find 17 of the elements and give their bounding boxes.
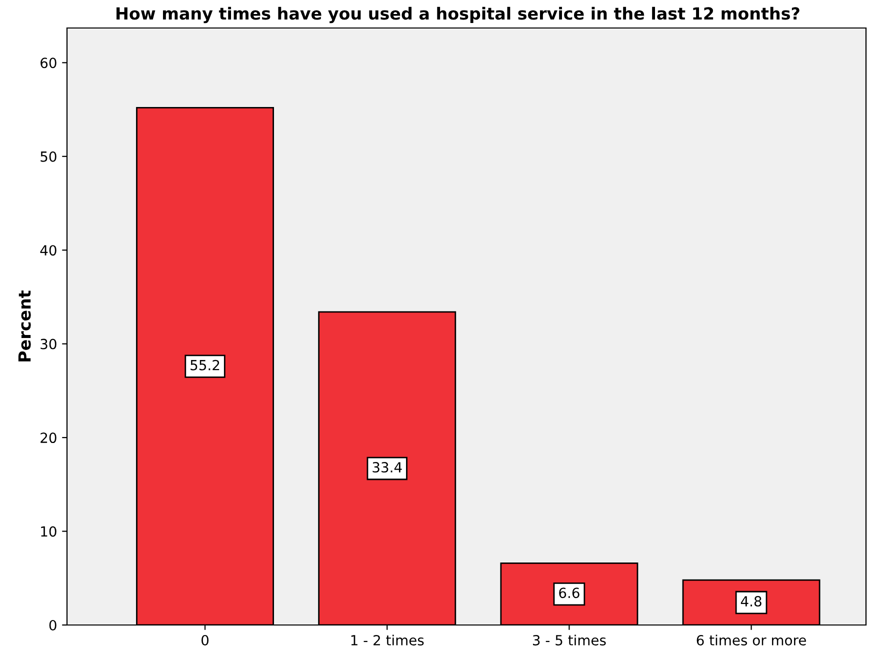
data-label: 4.8 — [740, 596, 762, 607]
y-tick-label: 60 — [40, 58, 56, 68]
y-tick-label: 50 — [40, 151, 56, 162]
y-axis-title: Percent — [18, 290, 31, 362]
data-label: 6.6 — [559, 588, 580, 598]
x-tick-label: 0 — [202, 634, 209, 646]
data-label: 33.4 — [372, 462, 402, 473]
data-label: 55.2 — [190, 360, 220, 370]
x-tick-label: 3 - 5 times — [532, 634, 606, 646]
y-tick-label: 0 — [49, 620, 56, 630]
x-tick-label: 6 times or more — [696, 634, 806, 646]
y-tick-label: 10 — [41, 526, 56, 537]
y-tick-label: 20 — [40, 432, 56, 444]
chart-title: How many times have you used a hospital service in the last 12 months? — [116, 6, 800, 24]
y-tick-label: 30 — [40, 338, 56, 350]
y-tick-label: 40 — [40, 245, 56, 256]
x-tick-label: 1 - 2 times — [351, 634, 424, 646]
